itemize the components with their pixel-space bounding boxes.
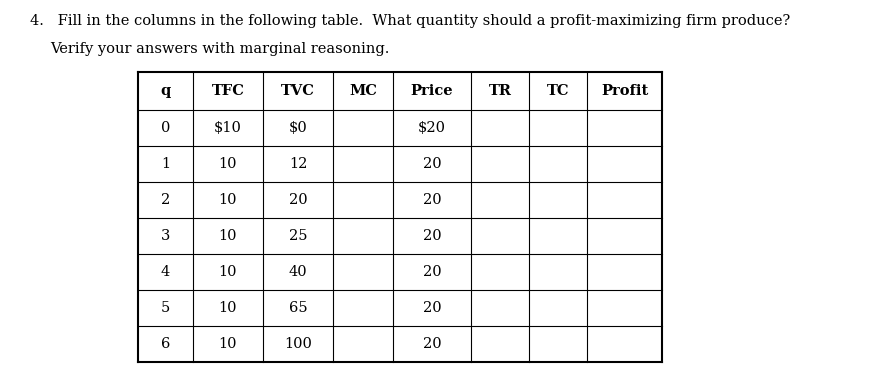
Text: 20: 20 [423,265,441,279]
Text: Verify your answers with marginal reasoning.: Verify your answers with marginal reason… [50,42,389,56]
Text: TC: TC [547,84,569,98]
Text: 100: 100 [284,337,312,351]
Text: 20: 20 [423,157,441,171]
Text: 3: 3 [161,229,170,243]
Text: 10: 10 [218,193,237,207]
Text: TVC: TVC [281,84,315,98]
Text: 0: 0 [161,121,170,135]
Text: 20: 20 [423,193,441,207]
Text: 40: 40 [289,265,307,279]
Text: 20: 20 [423,229,441,243]
Text: 10: 10 [218,265,237,279]
Text: $10: $10 [214,121,242,135]
Text: MC: MC [349,84,377,98]
Text: Profit: Profit [601,84,648,98]
Text: $0: $0 [289,121,307,135]
Text: 4: 4 [161,265,170,279]
Text: 20: 20 [289,193,307,207]
Text: 65: 65 [289,301,307,315]
Text: 2: 2 [161,193,170,207]
Text: 10: 10 [218,301,237,315]
Text: 20: 20 [423,337,441,351]
Text: 20: 20 [423,301,441,315]
Text: 4.   Fill in the columns in the following table.  What quantity should a profit-: 4. Fill in the columns in the following … [30,14,790,28]
Text: 10: 10 [218,157,237,171]
Text: 10: 10 [218,229,237,243]
Text: 25: 25 [289,229,307,243]
Text: Price: Price [411,84,454,98]
Text: 5: 5 [161,301,170,315]
Text: 10: 10 [218,337,237,351]
Text: q: q [160,84,171,98]
Text: TFC: TFC [211,84,244,98]
Text: 1: 1 [161,157,170,171]
Text: 6: 6 [161,337,170,351]
Text: 12: 12 [289,157,307,171]
Text: TR: TR [488,84,512,98]
Text: $20: $20 [418,121,446,135]
